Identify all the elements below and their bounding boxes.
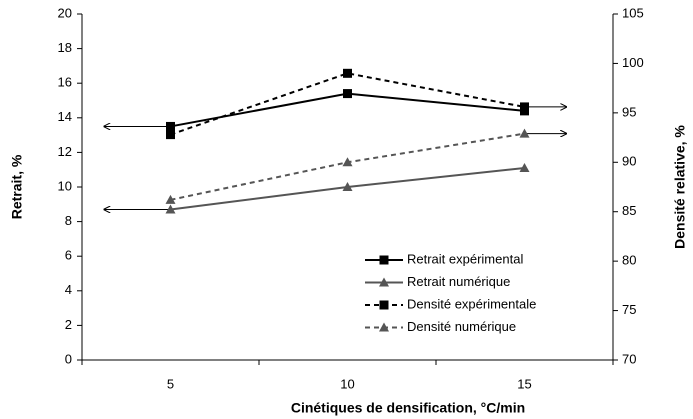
y-tick-label: 0 <box>65 351 72 366</box>
point <box>165 194 176 204</box>
x-tick-label: 5 <box>167 376 174 391</box>
y2-tick-label: 75 <box>622 302 636 317</box>
point <box>519 128 530 138</box>
y-tick-label: 12 <box>58 144 72 159</box>
y2-tick-label: 100 <box>622 55 644 70</box>
y-tick-label: 2 <box>65 317 72 332</box>
legend-marker <box>379 322 389 332</box>
x-tick-label: 10 <box>340 376 354 391</box>
y2-tick-label: 95 <box>622 104 636 119</box>
y-tick-label: 6 <box>65 248 72 263</box>
y-tick-label: 20 <box>58 5 72 20</box>
series-line <box>170 92 525 128</box>
y-tick-label: 10 <box>58 178 72 193</box>
y-axis-title: Retrait, % <box>9 154 25 219</box>
x-tick-label: 15 <box>517 376 531 391</box>
x-axis-title: Cinétiques de densification, °C/min <box>291 400 525 416</box>
y2-tick-label: 80 <box>622 253 636 268</box>
legend-label: Densité expérimentale <box>407 296 536 311</box>
point <box>342 157 353 167</box>
point <box>343 89 352 99</box>
y2-tick-label: 105 <box>622 5 644 20</box>
legend-label: Retrait expérimental <box>407 251 523 266</box>
y-tick-label: 18 <box>58 40 72 55</box>
y2-tick-label: 85 <box>622 203 636 218</box>
legend-marker <box>379 277 389 287</box>
point <box>520 102 529 112</box>
point <box>519 162 530 172</box>
y-tick-label: 14 <box>58 109 72 124</box>
point <box>166 121 175 131</box>
y2-axis-title: Densité relative, % <box>672 125 688 249</box>
point <box>342 182 353 191</box>
point <box>166 130 175 140</box>
y-tick-label: 8 <box>65 213 72 228</box>
legend-label: Retrait numérique <box>407 274 510 289</box>
legend-marker <box>379 300 389 310</box>
y2-tick-label: 70 <box>622 351 636 366</box>
y2-tick-label: 90 <box>622 154 636 169</box>
point <box>343 68 352 78</box>
y-tick-label: 16 <box>58 75 72 90</box>
legend-marker <box>379 255 389 265</box>
y-tick-label: 4 <box>65 282 72 297</box>
series-line <box>170 72 525 136</box>
point <box>165 204 176 214</box>
legend-label: Densité numérique <box>407 319 516 334</box>
